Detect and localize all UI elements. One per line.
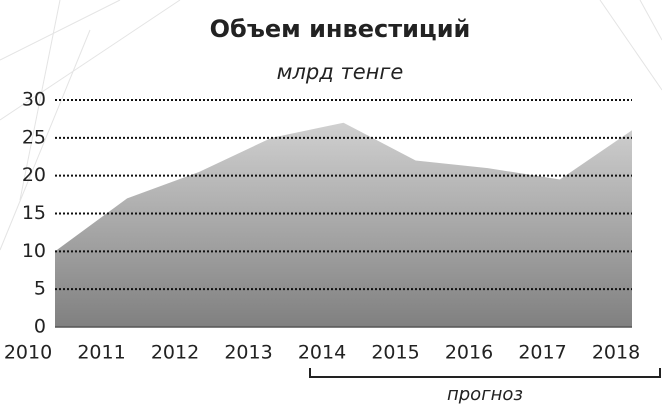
x-tick-label: 2010 bbox=[4, 342, 52, 364]
x-tick-label: 2013 bbox=[224, 342, 272, 364]
y-tick-label: 5 bbox=[34, 278, 46, 300]
x-tick-label: 2014 bbox=[298, 342, 346, 364]
x-tick-label: 2011 bbox=[77, 342, 125, 364]
chart-subtitle: млрд тенге bbox=[277, 60, 404, 84]
forecast-bracket bbox=[310, 368, 660, 377]
y-tick-label: 20 bbox=[22, 164, 46, 186]
y-tick-label: 10 bbox=[22, 240, 46, 262]
chart: Объем инвестиций млрд тенге прогноз 0 5 10… bbox=[0, 0, 662, 407]
x-tick-label: 2016 bbox=[445, 342, 493, 364]
y-tick-label: 0 bbox=[34, 316, 46, 338]
x-tick-label: 2018 bbox=[592, 342, 640, 364]
y-tick-label: 30 bbox=[22, 89, 46, 111]
annotation: прогноз bbox=[447, 384, 523, 405]
y-tick-label: 15 bbox=[22, 202, 46, 224]
x-tick-label: 2017 bbox=[518, 342, 566, 364]
y-tick-label: 25 bbox=[22, 126, 46, 148]
x-tick-label: 2015 bbox=[371, 342, 419, 364]
area bbox=[55, 123, 632, 327]
x-tick-label: 2012 bbox=[151, 342, 199, 364]
chart-title: Объем инвестиций bbox=[210, 15, 471, 43]
